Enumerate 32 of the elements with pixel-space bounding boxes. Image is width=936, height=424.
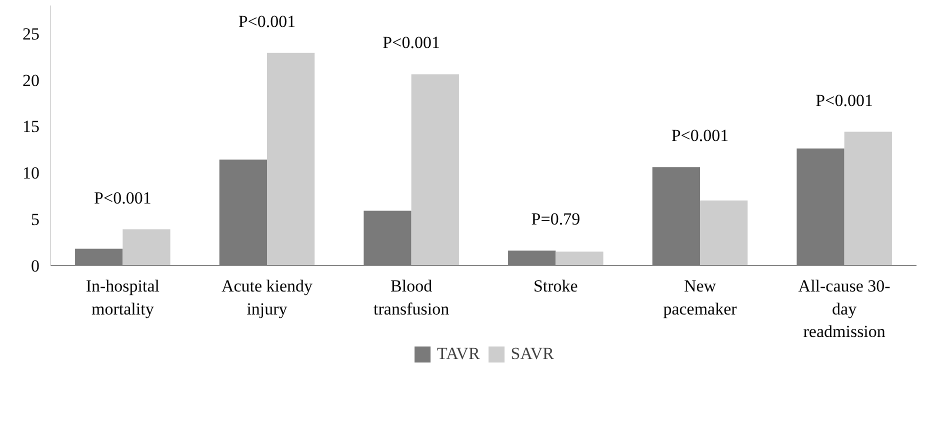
bar: [122, 229, 170, 266]
x-tick-label: All-cause 30- day readmission: [798, 276, 891, 342]
y-tick-label: 10: [22, 164, 40, 183]
bar: [652, 167, 700, 266]
bar: [364, 210, 412, 266]
x-tick-label: Stroke: [533, 276, 578, 296]
annotation: P=0.79: [531, 210, 580, 229]
x-tick-label: Blood transfusion: [374, 276, 450, 318]
legend-label: SAVR: [510, 344, 554, 364]
y-tick-label: 0: [31, 256, 40, 276]
x-tick-label: Acute kiendy injury: [221, 276, 314, 318]
y-tick-label: 15: [22, 117, 40, 136]
x-tick-label: New pacemaker: [663, 276, 738, 318]
bar: [219, 160, 267, 266]
annotation: P<0.001: [816, 90, 873, 110]
y-tick-label: 20: [22, 70, 40, 90]
annotation: P<0.001: [671, 126, 729, 146]
annotation: P<0.001: [238, 12, 296, 31]
bar: [508, 250, 556, 266]
annotation: P<0.001: [382, 33, 440, 52]
bar: [75, 248, 123, 266]
bar: [796, 148, 844, 266]
legend-label: TAVR: [437, 344, 480, 364]
y-tick-label: 25: [22, 24, 40, 44]
y-tick-label: 5: [31, 210, 40, 230]
bar: [844, 132, 892, 266]
bar: [556, 252, 604, 266]
annotation: P<0.001: [94, 188, 152, 208]
bar: [411, 74, 459, 266]
x-tick-label: In-hospital mortality: [86, 276, 160, 318]
bar: [700, 200, 748, 266]
bar: [267, 52, 315, 266]
